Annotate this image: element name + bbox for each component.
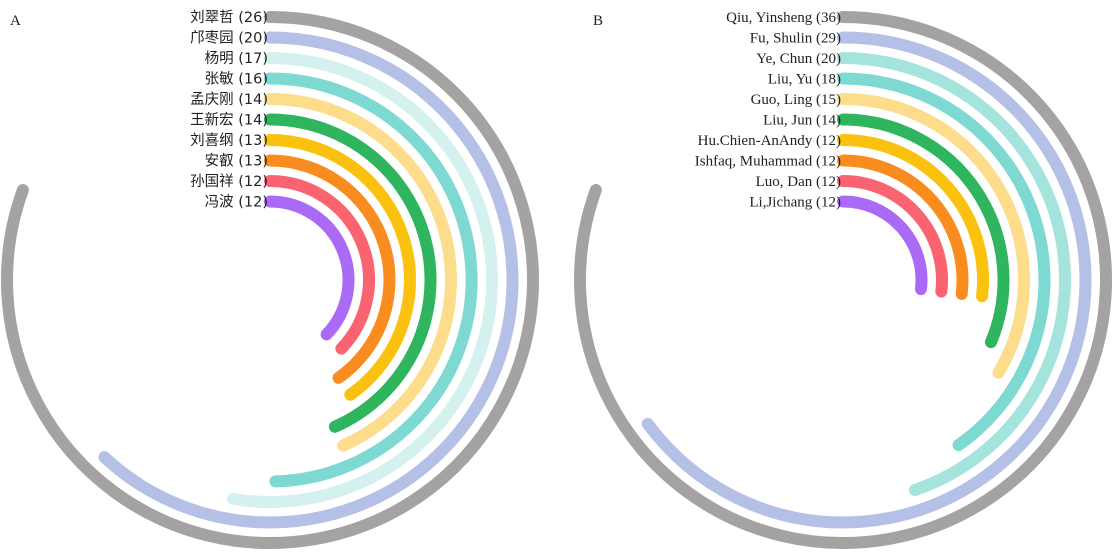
panel-a-bar-6 (264, 113, 437, 433)
panel-b-bar-label-2: Fu, Shulin (29) (750, 31, 841, 47)
panel-a-bar-5 (264, 93, 458, 452)
panel-a-bar-label-7: 刘喜纲 (13) (190, 132, 268, 149)
panel-a-bar-4 (264, 72, 478, 488)
panel-a-bar-label-2: 邝枣园 (20) (190, 30, 268, 47)
panel-a-letter: A (10, 13, 21, 29)
panel-a-bar-label-3: 杨明 (17) (205, 50, 268, 67)
panel-b-bar-1 (574, 11, 1112, 549)
panel-b-bar-6 (837, 113, 1010, 349)
panel-b-bar-label-10: Li,Jichang (12) (749, 195, 841, 211)
panel-b-letter: B (593, 13, 603, 29)
panel-a-bar-label-1: 刘翠哲 (26) (190, 9, 268, 26)
panel-a-bar-1 (1, 11, 539, 549)
panel-a-bar-9 (264, 175, 375, 355)
panel-b-bar-label-4: Liu, Yu (18) (768, 72, 841, 88)
panel-a-bar-label-9: 孙国祥 (12) (190, 173, 268, 190)
panel-a-bar-3 (226, 52, 498, 508)
panel-b-bar-4 (837, 72, 1051, 452)
panel-b-bar-5 (837, 93, 1030, 379)
panel-b-bar-label-9: Luo, Dan (12) (756, 174, 841, 190)
panel-b-bar-label-5: Guo, Ling (15) (751, 92, 841, 108)
panel-a: A 刘翠哲 (26) 邝枣园 (20) 杨明 (17) 张敏 (16) 孟庆刚 (14)… (1, 9, 539, 549)
panel-b-bar-label-1: Qiu, Yinsheng (36) (726, 10, 841, 26)
panel-b-bar-10 (837, 195, 928, 296)
panel-a-bar-label-8: 安叡 (13) (205, 153, 268, 170)
panel-b-bar-label-8: Ishfaq, Muhammad (12) (695, 154, 841, 170)
panel-a-bar-label-4: 张敏 (16) (205, 71, 268, 88)
panel-a-bar-2 (98, 31, 519, 529)
panel-a-bar-10 (264, 195, 355, 341)
panel-a-bar-label-5: 孟庆刚 (14) (190, 91, 268, 108)
panel-b-bar-label-6: Liu, Jun (14) (763, 113, 841, 129)
panel-a-bar-label-10: 冯波 (12) (205, 194, 268, 211)
panel-a-bar-label-6: 王新宏 (14) (190, 112, 268, 129)
panel-b-bar-label-7: Hu.Chien-AnAndy (12) (698, 133, 841, 149)
panel-b-bar-9 (837, 175, 948, 298)
panel-a-bar-8 (264, 154, 396, 384)
panel-b: B Qiu, Yinsheng (36) Fu, Shulin (29) Ye, C… (574, 10, 1112, 549)
panel-b-bar-label-3: Ye, Chun (20) (756, 51, 841, 67)
panel-b-bar-8 (837, 154, 969, 300)
panel-a-bar-7 (264, 134, 416, 401)
panel-b-bar-2 (641, 31, 1092, 529)
panel-b-bar-7 (837, 134, 989, 303)
panel-b-bar-3 (837, 52, 1071, 497)
